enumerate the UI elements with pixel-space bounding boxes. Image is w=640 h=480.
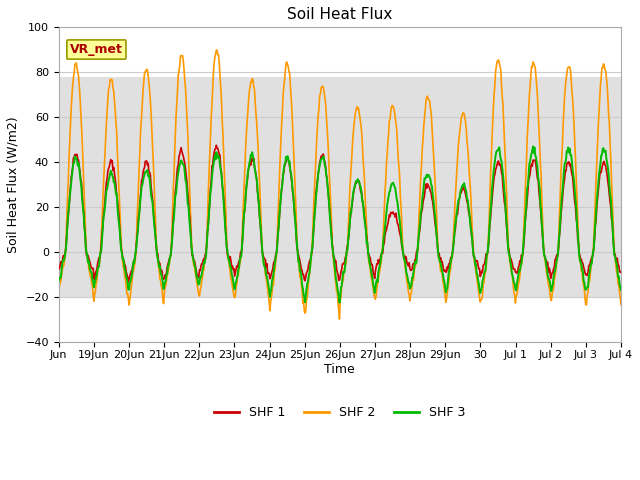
SHF 3	[617, 287, 625, 293]
Line: SHF 2: SHF 2	[59, 50, 621, 319]
SHF 2	[335, 316, 343, 322]
SHF 1	[55, 266, 63, 272]
SHF 1	[275, 225, 282, 230]
SHF 3	[430, 204, 438, 210]
SHF 3	[529, 144, 537, 149]
SHF 2	[399, 251, 407, 256]
Line: SHF 1: SHF 1	[59, 145, 621, 282]
SHF 2	[55, 291, 63, 297]
Text: VR_met: VR_met	[70, 43, 123, 56]
SHF 2	[253, 119, 260, 125]
SHF 1	[212, 143, 220, 148]
SHF 3	[224, 254, 232, 260]
Legend: SHF 1, SHF 2, SHF 3: SHF 1, SHF 2, SHF 3	[209, 401, 470, 424]
SHF 2	[617, 302, 625, 308]
SHF 3	[399, 244, 406, 250]
SHF 2	[121, 274, 129, 279]
SHF 3	[121, 267, 129, 273]
SHF 3	[335, 300, 343, 305]
SHF 1	[431, 218, 438, 224]
SHF 2	[225, 258, 232, 264]
SHF 1	[125, 279, 132, 285]
SHF 1	[226, 257, 234, 263]
SHF 1	[399, 251, 407, 256]
SHF 2	[431, 174, 438, 180]
Title: Soil Heat Flux: Soil Heat Flux	[287, 7, 392, 22]
Bar	[59, 77, 621, 297]
SHF 2	[213, 47, 221, 53]
Line: SHF 3: SHF 3	[59, 146, 621, 302]
SHF 1	[253, 189, 261, 194]
Y-axis label: Soil Heat Flux (W/m2): Soil Heat Flux (W/m2)	[7, 117, 20, 253]
X-axis label: Time: Time	[324, 362, 355, 376]
SHF 3	[55, 277, 63, 283]
SHF 2	[274, 214, 282, 219]
SHF 1	[121, 262, 129, 267]
SHF 3	[252, 173, 260, 179]
SHF 3	[273, 244, 281, 250]
SHF 1	[617, 269, 625, 275]
